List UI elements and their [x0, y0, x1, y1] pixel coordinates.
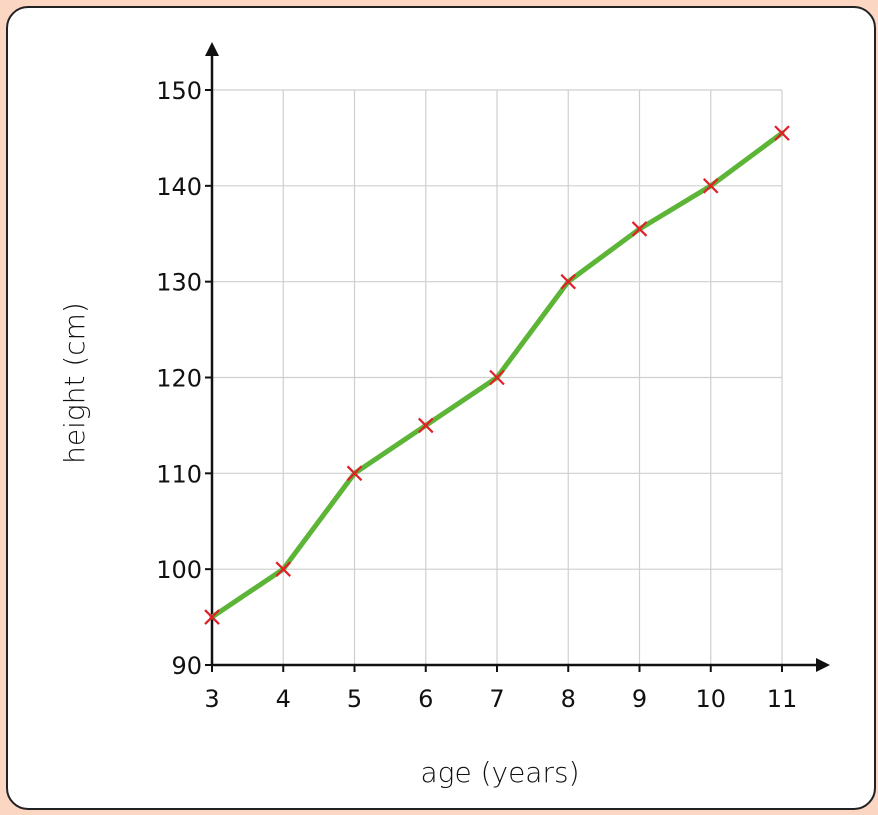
x-axis-arrow — [816, 658, 830, 672]
y-tick-label-120: 120 — [156, 365, 202, 393]
data-point-x-3 — [204, 609, 220, 625]
data-point-x-11 — [774, 125, 790, 141]
y-tick-label-90: 90 — [171, 652, 202, 680]
marker-stroke — [560, 273, 577, 290]
x-tick-label-4: 4 — [276, 685, 291, 713]
chart-card: 3 4 5 6 7 8 9 10 11 90 100 110 120 130 140 150 age (yea… — [6, 6, 876, 810]
data-point-x-6 — [417, 417, 434, 434]
x-axis-title: age (years) — [421, 756, 580, 789]
marker-stroke — [631, 221, 648, 237]
data-point-x-9 — [631, 221, 648, 237]
grid — [212, 89, 783, 665]
x-tick-label-8: 8 — [561, 685, 576, 713]
data-point-x-8 — [560, 273, 577, 290]
marker-stroke — [702, 178, 719, 194]
y-tick-label-140: 140 — [156, 173, 202, 201]
marker-stroke — [275, 561, 292, 577]
x-tick-label-3: 3 — [204, 685, 219, 713]
data-point-x-7 — [489, 369, 505, 386]
y-tick-label-130: 130 — [156, 269, 202, 297]
x-tick-label-10: 10 — [695, 685, 726, 713]
marker-stroke — [346, 465, 363, 482]
data-point-x-5 — [346, 465, 363, 482]
y-tick-label-150: 150 — [156, 77, 202, 105]
data-point-x-10 — [702, 178, 719, 194]
x-tick-label-5: 5 — [347, 685, 362, 713]
y-axis-arrow — [205, 42, 219, 56]
marker-stroke — [417, 417, 434, 434]
y-tick-label-100: 100 — [156, 556, 202, 584]
x-tick-label-7: 7 — [489, 685, 504, 713]
marker-stroke — [489, 369, 505, 386]
data-point-x-4 — [275, 561, 292, 577]
series-layer — [204, 125, 790, 625]
marker-stroke — [204, 609, 220, 625]
x-tick-label-9: 9 — [632, 685, 647, 713]
y-tick-label-110: 110 — [156, 460, 202, 488]
marker-stroke — [774, 125, 790, 141]
labels-layer: 3 4 5 6 7 8 9 10 11 90 100 110 120 130 140 150 — [156, 77, 797, 713]
x-tick-label-11: 11 — [767, 685, 798, 713]
y-axis-title: height (cm) — [58, 302, 91, 464]
axes — [205, 42, 830, 672]
line-chart: 3 4 5 6 7 8 9 10 11 90 100 110 120 130 140 150 age (yea… — [58, 42, 830, 789]
x-tick-label-6: 6 — [418, 685, 433, 713]
